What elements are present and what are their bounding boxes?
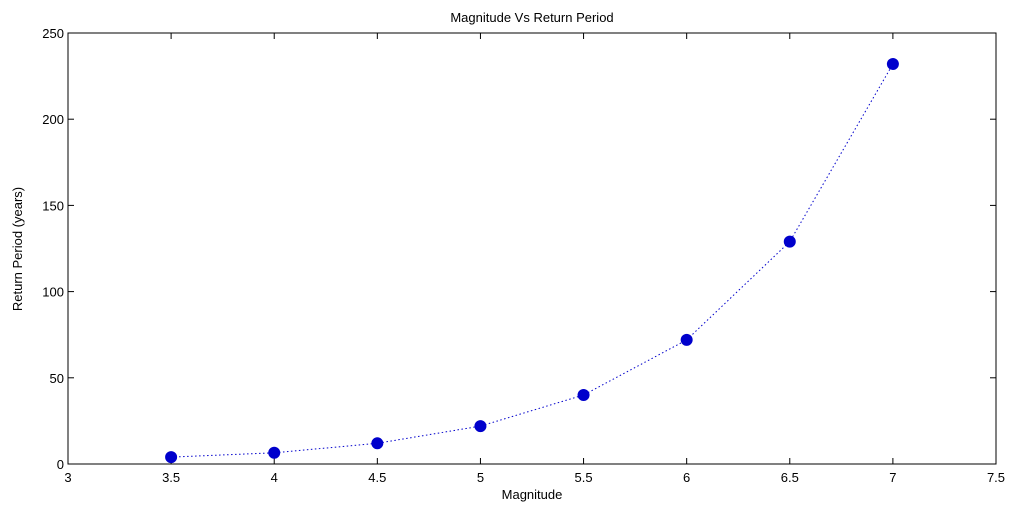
x-tick-label: 3.5	[162, 470, 180, 485]
data-point	[680, 333, 693, 346]
x-axis-title: Magnitude	[502, 487, 563, 502]
x-tick-label: 5.5	[575, 470, 593, 485]
x-tick-label: 7.5	[987, 470, 1005, 485]
data-point	[474, 420, 487, 433]
y-tick-label: 0	[57, 457, 64, 472]
y-tick-label: 200	[42, 112, 64, 127]
chart-title: Magnitude Vs Return Period	[450, 10, 613, 25]
data-point	[783, 235, 796, 248]
data-point	[886, 58, 899, 71]
series-layer	[165, 58, 899, 464]
y-tick-label: 250	[42, 26, 64, 41]
series-line	[171, 63, 894, 458]
data-point	[371, 437, 384, 450]
x-tick-label: 7	[889, 470, 896, 485]
x-tick-label: 4.5	[368, 470, 386, 485]
labels-layer: 3 3.5 4 4.5 5 5.5 6 6.5 7 7.5 0 50 100 150 200 250	[42, 26, 1005, 485]
x-tick-label: 5	[477, 470, 484, 485]
y-tick-label: 100	[42, 285, 64, 300]
x-tick-label: 6	[683, 470, 690, 485]
x-tick-label: 3	[64, 470, 71, 485]
y-tick-label: 150	[42, 198, 64, 213]
x-tick-label: 6.5	[781, 470, 799, 485]
y-axis-title: Return Period (years)	[10, 187, 25, 311]
ticks-layer	[67, 32, 997, 465]
x-tick-label: 4	[271, 470, 278, 485]
y-tick-label: 50	[50, 371, 64, 386]
plot-area	[67, 32, 997, 465]
data-point	[577, 389, 590, 402]
data-point	[165, 451, 178, 464]
data-point	[268, 446, 281, 459]
